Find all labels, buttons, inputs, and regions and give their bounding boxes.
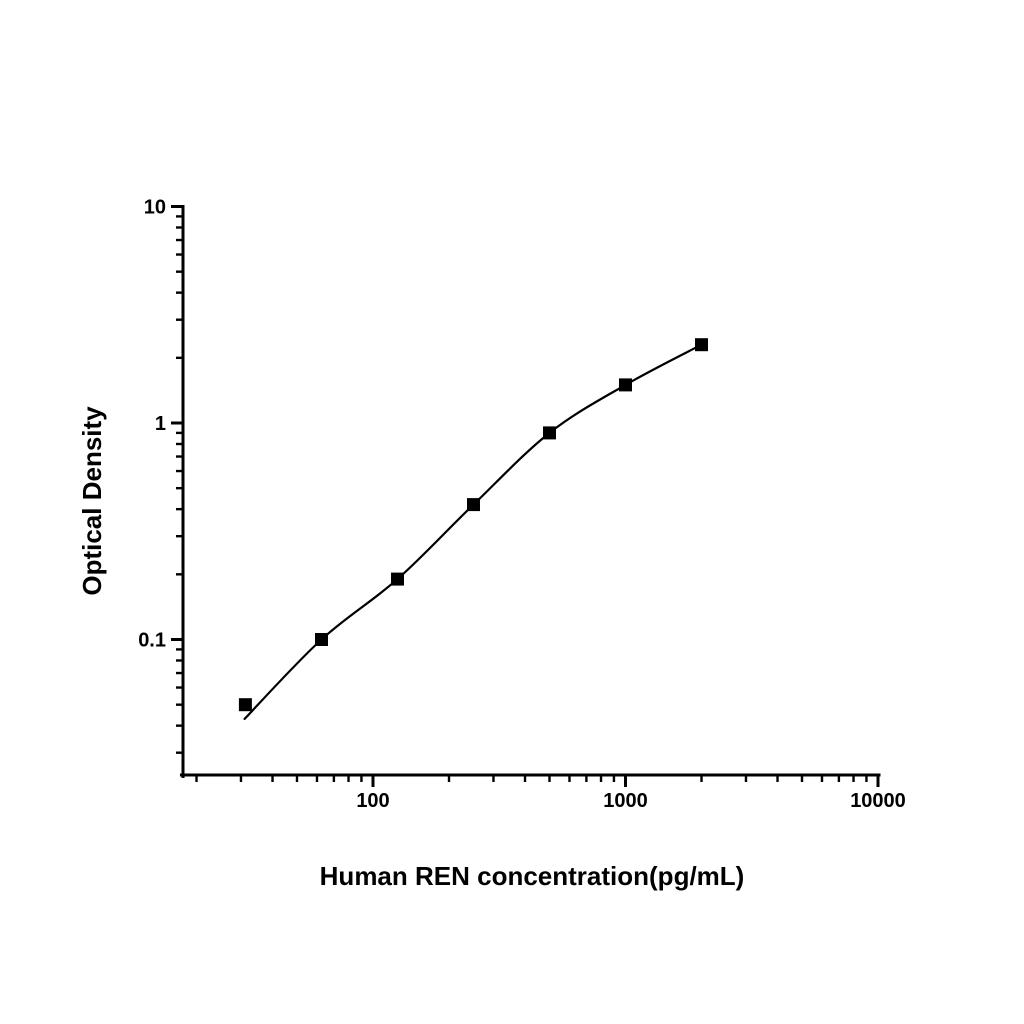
data-point-marker xyxy=(238,698,252,712)
data-point-markers xyxy=(238,338,708,712)
data-point-marker xyxy=(543,426,556,440)
tick-labels: 100 1000 10000 0.1 1 10 xyxy=(138,197,906,813)
axis-ticks xyxy=(171,205,880,787)
data-point-marker xyxy=(315,633,328,646)
data-point-marker xyxy=(391,572,404,586)
fit-curve xyxy=(243,343,703,720)
x-tick-label: 100 xyxy=(356,790,389,812)
x-tick-label: 1000 xyxy=(603,790,648,812)
data-point-marker xyxy=(695,338,708,352)
y-axis-title: Optical Density xyxy=(77,406,107,596)
y-tick-label: 10 xyxy=(144,197,166,219)
y-tick-label: 1 xyxy=(155,413,166,435)
data-point-marker xyxy=(619,378,632,392)
x-axis-title: Human REN concentration(pg/mL) xyxy=(320,861,745,891)
x-tick-label: 10000 xyxy=(850,790,906,812)
data-point-marker xyxy=(467,498,480,512)
y-tick-label: 0.1 xyxy=(138,630,166,652)
